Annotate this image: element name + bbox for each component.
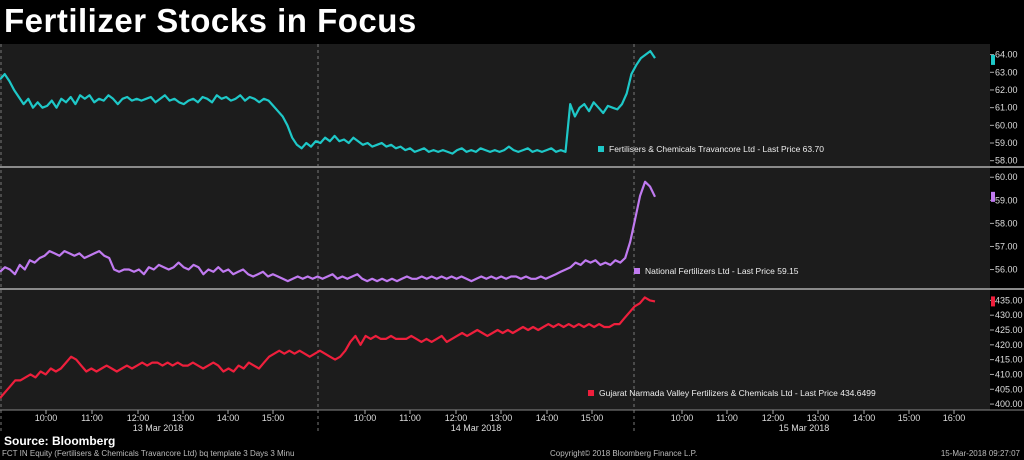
legend-label: Gujarat Narmada Valley Fertilizers & Che… — [599, 388, 876, 398]
source-label: Source: Bloomberg — [4, 434, 116, 448]
legend-swatch — [588, 390, 594, 396]
legend-swatch — [598, 146, 604, 152]
x-tick-label: 13:00 — [807, 413, 830, 423]
y-tick-label: 58.00 — [995, 218, 1018, 228]
x-tick-label: 15:00 — [262, 413, 285, 423]
x-day-label: 15 Mar 2018 — [779, 423, 830, 433]
x-tick-label: 10:00 — [35, 413, 58, 423]
x-tick-label: 13:00 — [172, 413, 195, 423]
y-tick-label: 58.00 — [995, 156, 1018, 166]
footer-bar: FCT IN Equity (Fertilisers & Chemicals T… — [0, 448, 1024, 460]
series-line — [0, 49, 656, 155]
y-tick-label: 405.00 — [995, 384, 1023, 394]
y-tick-label: 410.00 — [995, 369, 1023, 379]
y-tick-label: 430.00 — [995, 310, 1023, 320]
last-price-marker — [991, 54, 995, 65]
last-price-marker — [991, 296, 995, 307]
chart-title: Fertilizer Stocks in Focus — [4, 2, 417, 39]
y-tick-label: 435.00 — [995, 295, 1023, 305]
x-tick-label: 10:00 — [354, 413, 377, 423]
x-tick-label: 14:00 — [853, 413, 876, 423]
footer-copyright: Copyright© 2018 Bloomberg Finance L.P. — [550, 449, 698, 458]
plot-background — [0, 44, 990, 410]
y-tick-label: 63.00 — [995, 67, 1018, 77]
footer-ticker-info: FCT IN Equity (Fertilisers & Chemicals T… — [2, 449, 295, 458]
y-tick-label: 60.00 — [995, 120, 1018, 130]
x-tick-label: 14:00 — [217, 413, 240, 423]
x-tick-label: 11:00 — [399, 413, 421, 423]
y-tick-label: 420.00 — [995, 340, 1023, 350]
y-tick-label: 64.00 — [995, 50, 1018, 60]
x-day-label: 13 Mar 2018 — [133, 423, 184, 433]
legend-label: National Fertilizers Ltd - Last Price 59… — [645, 266, 799, 276]
x-tick-label: 12:00 — [445, 413, 468, 423]
y-tick-label: 59.00 — [995, 138, 1018, 148]
y-tick-label: 59.00 — [995, 195, 1018, 205]
x-tick-label: 12:00 — [762, 413, 785, 423]
legend-swatch — [634, 268, 640, 274]
series-line — [0, 180, 656, 283]
x-tick-label: 15:00 — [898, 413, 921, 423]
x-tick-label: 16:00 — [943, 413, 966, 423]
y-tick-label: 57.00 — [995, 241, 1018, 251]
y-tick-label: 425.00 — [995, 325, 1023, 335]
legend-label: Fertilisers & Chemicals Travancore Ltd -… — [609, 144, 824, 154]
x-tick-label: 14:00 — [536, 413, 559, 423]
panel-separator — [0, 288, 1024, 290]
x-tick-label: 13:00 — [490, 413, 513, 423]
y-tick-label: 61.00 — [995, 103, 1018, 113]
y-tick-label: 62.00 — [995, 85, 1018, 95]
x-tick-label: 11:00 — [81, 413, 103, 423]
x-tick-label: 11:00 — [716, 413, 738, 423]
panel-separator — [0, 166, 1024, 168]
footer-timestamp: 15-Mar-2018 09:27:07 — [940, 449, 1020, 458]
x-day-label: 14 Mar 2018 — [451, 423, 502, 433]
y-tick-label: 56.00 — [995, 265, 1018, 275]
series-line — [0, 296, 656, 399]
y-tick-label: 415.00 — [995, 355, 1023, 365]
y-tick-label: 60.00 — [995, 172, 1018, 182]
y-tick-label: 400.00 — [995, 399, 1023, 409]
x-tick-label: 10:00 — [671, 413, 694, 423]
x-tick-label: 15:00 — [581, 413, 604, 423]
x-tick-label: 12:00 — [127, 413, 150, 423]
last-price-marker — [991, 191, 995, 202]
